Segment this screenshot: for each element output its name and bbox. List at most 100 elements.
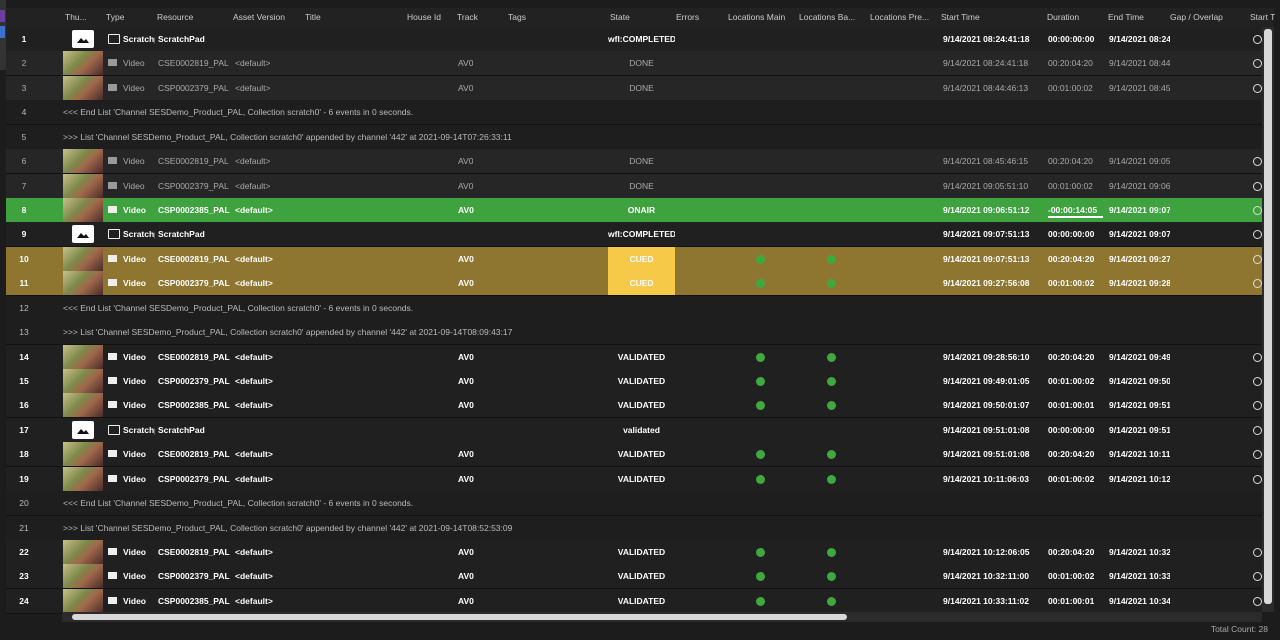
table-row[interactable]: 12 <<< End List 'Channel SESDemo_Product_… [6,295,1262,321]
duration: 00:20:04:20 [1048,156,1093,167]
thumbnail [63,75,103,100]
table-row[interactable]: 1 ScratchpScratchPad wfl:COMPLETED 9/14/202… [6,27,1262,52]
column-header[interactable]: Start T [1250,12,1276,22]
column-header[interactable]: Type [106,12,125,22]
table-row[interactable]: 16 Video CSP0002385_PAL <default> AV0 VALIDAT… [6,393,1262,419]
start-time: 9/14/2021 10:32:11:00 [943,571,1030,582]
state: validated [623,424,660,435]
table-row[interactable]: 10 Video CSE0002819_PAL <default> AV0 CUED 9/1… [6,246,1262,272]
gap-icon [1253,401,1262,411]
location-main [756,450,765,460]
table-row[interactable]: 24 Video CSP0002385_PAL <default> AV0 VALIDAT… [6,588,1262,614]
horizontal-scrollbar[interactable] [62,612,1262,622]
state: wfl:COMPLETED [608,229,675,240]
resource: CSP0002379_PAL [158,376,230,387]
table-row[interactable]: 7 Video CSP0002379_PAL <default> AV0 DONE 9/14… [6,173,1262,199]
thumbnail [72,30,94,48]
table-row[interactable]: 4 <<< End List 'Channel SESDemo_Product_P… [6,100,1262,126]
location-backup [827,474,836,484]
gap-icon [1253,59,1262,69]
table-row[interactable]: 21 >>> List 'Channel SESDemo_Product_PAL,… [6,515,1262,541]
column-header[interactable]: End Time [1108,12,1144,22]
table-row[interactable]: 3 Video CSP0002379_PAL <default> AV0 DONE 9/14… [6,75,1262,101]
type: Scratchp [123,34,155,44]
table-row[interactable]: 20 <<< End List 'Channel SESDemo_Product_… [6,491,1262,517]
thumbnail [63,51,103,76]
type-icon [108,157,117,165]
state: VALIDATED [617,351,666,362]
resource: CSE0002819_PAL [158,253,230,264]
column-header[interactable]: Tags [508,12,526,22]
resource: CSP0002385_PAL [158,400,230,411]
column-header[interactable]: Track [457,12,478,22]
table-row[interactable]: 19 Video CSP0002379_PAL <default> AV0 VALIDAT… [6,466,1262,492]
start-time: 9/14/2021 09:49:01:05 [943,376,1030,387]
column-header[interactable]: House Id [407,12,442,22]
gap-icon [1253,596,1262,606]
table-row[interactable]: 23 Video CSP0002379_PAL <default> AV0 VALIDAT… [6,564,1262,590]
table-row[interactable]: 22 Video CSE0002819_PAL <default> AV0 VALIDAT… [6,540,1262,566]
table-row[interactable]: 15 Video CSP0002379_PAL <default> AV0 VALIDAT… [6,369,1262,395]
column-header[interactable]: Asset Version [233,12,285,22]
table-row[interactable]: 11 Video CSP0002379_PAL <default> AV0 CUED 9/1… [6,271,1262,297]
location-backup [827,450,836,460]
location-main [756,572,765,582]
state: VALIDATED [617,400,666,411]
column-header[interactable]: Locations Pre... [870,12,930,22]
column-header[interactable]: Thu... [65,12,87,22]
row-number: 23 [19,571,29,582]
column-header[interactable]: Resource [157,12,194,22]
column-header[interactable]: State [610,12,630,22]
column-header[interactable]: Duration [1047,12,1080,22]
column-header[interactable]: Locations Ba... [799,12,856,22]
column-header[interactable]: Errors [676,12,700,22]
thumbnail [63,442,103,467]
table-row[interactable]: 17 ScratchpScratchPad validated 9/14/2021 0… [6,417,1262,443]
track: AV0 [458,571,474,582]
resource: ScratchPad [158,424,205,435]
state: DONE [629,58,654,69]
end-time: 9/14/2021 09:05 [1109,156,1170,167]
table-row[interactable]: 18 Video CSE0002819_PAL <default> AV0 VALIDAT… [6,442,1262,468]
vertical-scrollbar[interactable] [1262,27,1274,612]
start-time: 9/14/2021 09:07:51:13 [943,253,1030,264]
asset-version: <default> [235,473,273,484]
type: Video [123,278,146,289]
resource: ScratchPad [158,34,205,44]
gap-icon [1253,474,1262,484]
gap-icon [1253,181,1262,191]
resource: CSE0002819_PAL [158,156,229,167]
table-row[interactable]: 5 >>> List 'Channel SESDemo_Product_PAL, … [6,124,1262,150]
table-row[interactable]: 13 >>> List 'Channel SESDemo_Product_PAL,… [6,320,1262,346]
duration: 00:01:00:01 [1048,595,1095,606]
row-number: 9 [21,229,27,240]
state: VALIDATED [617,571,666,582]
row-number: 20 [19,498,29,509]
state: CUED [608,271,675,296]
table-row[interactable]: 6 Video CSE0002819_PAL <default> AV0 DONE 9/14… [6,149,1262,175]
row-number: 22 [19,547,29,558]
thumbnail [63,564,103,589]
table-row[interactable]: 8 Video CSP0002385_PAL <default> AV0 ONAIR 9/1… [6,198,1262,223]
asset-version: <default> [235,205,273,215]
column-header[interactable]: Start Time [941,12,980,22]
gap-icon [1253,572,1262,582]
table-row[interactable]: 14 Video CSE0002819_PAL <default> AV0 VALIDAT… [6,344,1262,370]
table-row[interactable]: 9 ScratchpScratchPad wfl:COMPLETED 9/14/202… [6,222,1262,248]
end-time: 9/14/2021 09:07 [1109,205,1170,215]
track: AV0 [458,595,474,606]
table-row[interactable]: 2 Video CSE0002819_PAL <default> AV0 DONE 9/14… [6,51,1262,77]
column-header[interactable]: Gap / Overlap [1170,12,1223,22]
start-time: 9/14/2021 09:07:51:13 [943,229,1030,240]
end-time: 9/14/2021 10:12 [1109,473,1170,484]
type-icon [108,34,120,44]
type: Scratchp [123,229,155,240]
asset-version: <default> [235,156,271,167]
column-header[interactable]: Locations Main [728,12,786,22]
row-number: 18 [19,449,29,460]
state: DONE [629,156,654,167]
duration: -00:00:14:05 [1048,205,1098,215]
column-header[interactable]: Title [305,12,321,22]
gap-icon [1253,230,1262,240]
type-icon [108,229,120,240]
